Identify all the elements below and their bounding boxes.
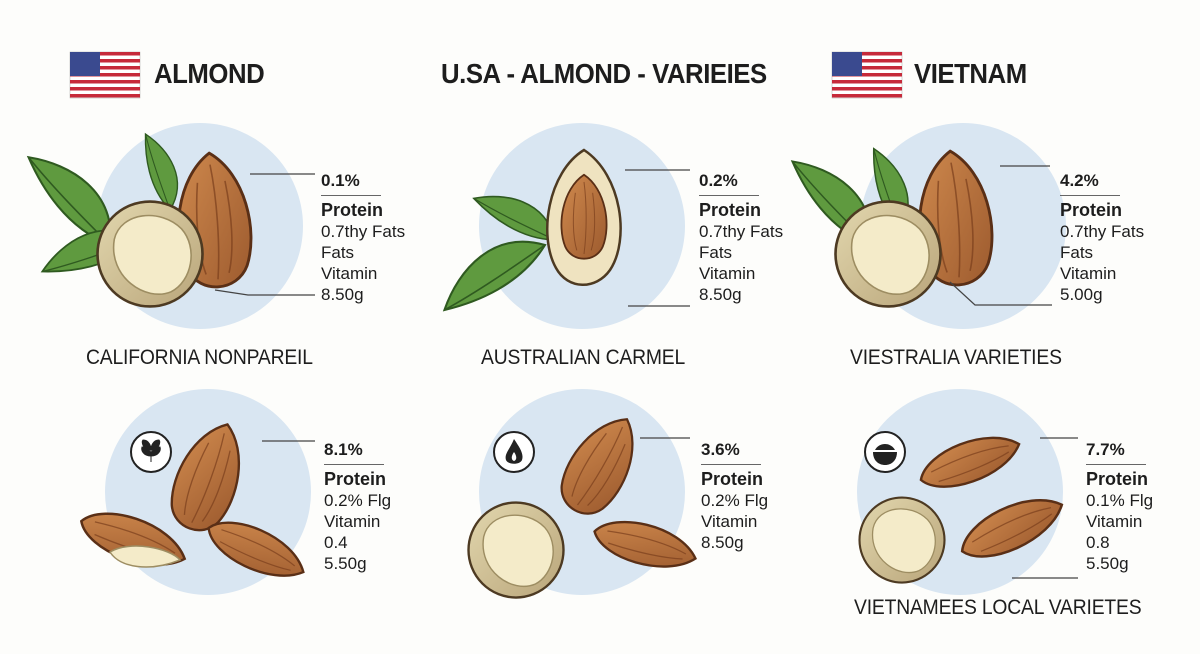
usa-flag-right [831, 51, 903, 99]
info-line: 8.50g [321, 285, 364, 304]
percent-value: 8.1% [324, 439, 384, 465]
almond-illustration-3 [791, 147, 997, 308]
info-line: 0.1% Flg [1086, 491, 1154, 510]
info-line: 5.50g [324, 554, 367, 573]
bowl-icon [864, 431, 906, 473]
info-line: 0.2% Flg [324, 491, 392, 510]
variety-label-2: AUSTRALIAN CARMEL [481, 346, 686, 369]
info-line: 5.50g [1086, 554, 1129, 573]
nutrition-info-2: 0.2% Protein 0.7thy Fats Fats Vitamin 8.… [699, 170, 783, 305]
info-line: 0.4 [324, 533, 348, 552]
info-line: Vitamin [324, 512, 381, 531]
info-line: 0.7thy Fats [1060, 222, 1145, 241]
plant-icon [130, 431, 172, 473]
header-left: ALMOND [154, 58, 265, 89]
almond-illustration-2 [443, 148, 622, 320]
percent-value: 0.2% [699, 170, 759, 196]
info-line: Vitamin [321, 264, 378, 283]
percent-value: 7.7% [1086, 439, 1146, 465]
info-line: 0.2% Flg [701, 491, 769, 510]
nutrition-info-1: 0.1% Protein 0.7thy Fats Fats Vitamin 8.… [321, 170, 405, 305]
info-line: Fats [699, 243, 733, 262]
flame-icon [493, 431, 535, 473]
info-line: 8.50g [701, 533, 744, 552]
info-line: 8.50g [699, 285, 742, 304]
nutrition-info-4: 8.1% Protein 0.2% Flg Vitamin 0.4 5.50g [324, 439, 391, 574]
info-line: Vitamin [701, 512, 758, 531]
info-line: 0.8 [1086, 533, 1110, 552]
nutrition-info-3: 4.2% Protein 0.7thy Fats Fats Vitamin 5.… [1060, 170, 1144, 305]
protein-label: Protein [701, 469, 764, 489]
info-line: 0.7thy Fats [699, 222, 784, 241]
variety-label-3: VIESTRALIA VARIETIES [850, 346, 1062, 369]
percent-value: 0.1% [321, 170, 381, 196]
usa-flag-left [69, 51, 141, 99]
almond-illustration-4 [73, 413, 313, 591]
variety-label-6: VIETNAMEES LOCAL VARIETES [854, 596, 1142, 619]
protein-label: Protein [324, 469, 387, 489]
protein-label: Protein [699, 200, 762, 220]
header-right: VIETNAM [914, 58, 1027, 89]
protein-label: Protein [321, 200, 384, 220]
info-line: Vitamin [1086, 512, 1143, 531]
header-center: U.SA - ALMOND - VARIEIES [441, 58, 767, 89]
info-line: Vitamin [699, 264, 756, 283]
info-line: Vitamin [1060, 264, 1117, 283]
nutrition-info-6: 7.7% Protein 0.1% Flg Vitamin 0.8 5.50g [1086, 439, 1153, 574]
protein-label: Protein [1060, 200, 1123, 220]
percent-value: 3.6% [701, 439, 761, 465]
protein-label: Protein [1086, 469, 1149, 489]
percent-value: 4.2% [1060, 170, 1120, 196]
info-line: 0.7thy Fats [321, 222, 406, 241]
info-line: Fats [1060, 243, 1094, 262]
info-line: Fats [321, 243, 355, 262]
variety-label-1: CALIFORNIA NONPAREIL [86, 346, 313, 369]
info-line: 5.00g [1060, 285, 1103, 304]
nutrition-info-5: 3.6% Protein 0.2% Flg Vitamin 8.50g [701, 439, 768, 553]
